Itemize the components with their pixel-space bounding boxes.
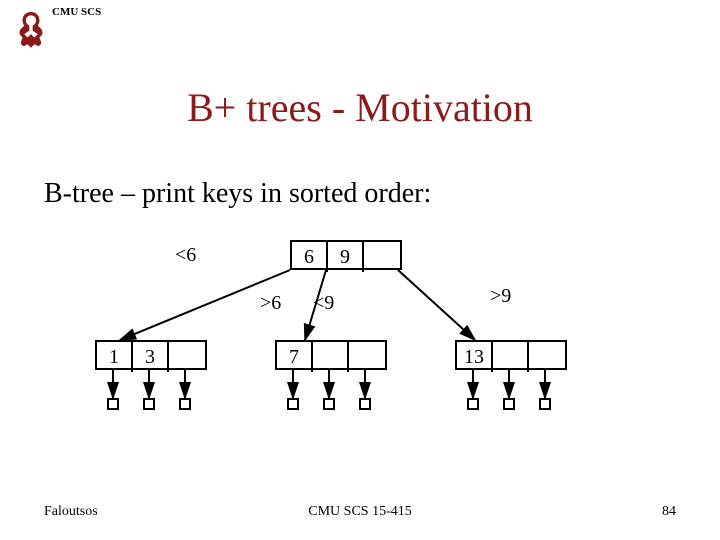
footer-page: 84	[662, 504, 676, 520]
leaf-pointer-1	[143, 398, 155, 410]
leaf-node-0-cell-0: 1	[97, 342, 133, 372]
leaf-pointer-4	[323, 398, 335, 410]
leaf-pointer-0	[107, 398, 119, 410]
edge-label-2: <9	[313, 292, 334, 315]
slide-subtitle: B-tree – print keys in sorted order:	[44, 178, 431, 210]
leaf-node-0-cell-2	[169, 342, 205, 372]
leaf-node-1: 7	[275, 340, 387, 370]
leaf-node-1-cell-0: 7	[277, 342, 313, 372]
leaf-node-0-cell-1: 3	[133, 342, 169, 372]
leaf-node-2-cell-2	[529, 342, 565, 372]
leaf-node-2: 13	[455, 340, 567, 370]
slide-title: B+ trees - Motivation	[0, 84, 720, 131]
leaf-pointer-8	[539, 398, 551, 410]
root-node-cell-2	[364, 242, 400, 272]
root-node-cell-0: 6	[292, 242, 328, 272]
leaf-pointer-6	[467, 398, 479, 410]
edge-label-3: >9	[490, 285, 511, 308]
leaf-node-2-cell-1	[493, 342, 529, 372]
leaf-node-2-cell-0: 13	[457, 342, 493, 372]
header-org: CMU SCS	[52, 6, 101, 18]
leaf-node-1-cell-2	[349, 342, 385, 372]
leaf-pointer-7	[503, 398, 515, 410]
leaf-pointer-3	[287, 398, 299, 410]
footer-course: CMU SCS 15-415	[0, 504, 720, 520]
leaf-node-1-cell-1	[313, 342, 349, 372]
leaf-node-0: 13	[95, 340, 207, 370]
root-node-cell-1: 9	[328, 242, 364, 272]
root-node: 69	[290, 240, 402, 270]
btree-diagram: 69 13 7 13 <6 >6 <9 >9	[0, 230, 720, 490]
cmu-logo	[14, 10, 48, 48]
edge-label-0: <6	[175, 244, 196, 267]
edge-label-1: >6	[260, 292, 281, 315]
leaf-pointer-5	[359, 398, 371, 410]
leaf-pointer-2	[179, 398, 191, 410]
